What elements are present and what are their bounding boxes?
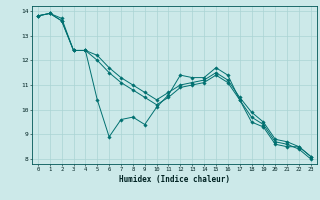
X-axis label: Humidex (Indice chaleur): Humidex (Indice chaleur) — [119, 175, 230, 184]
